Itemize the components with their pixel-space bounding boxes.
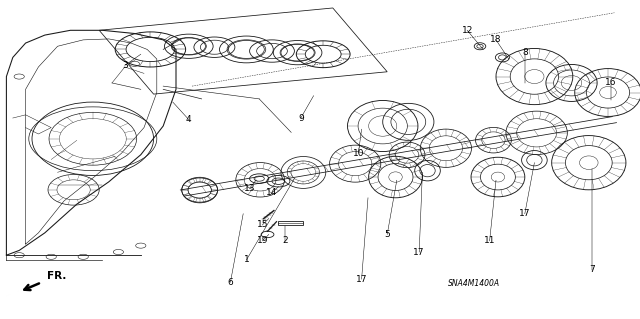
Text: 17: 17	[413, 248, 425, 256]
Text: 10: 10	[353, 149, 364, 158]
Text: 12: 12	[461, 26, 473, 35]
Text: 9: 9	[298, 114, 303, 122]
Text: FR.: FR.	[47, 271, 66, 281]
Text: 19: 19	[257, 236, 268, 245]
Text: 14: 14	[266, 189, 278, 197]
Text: 8: 8	[522, 48, 527, 57]
Text: SNA4M1400A: SNA4M1400A	[447, 279, 500, 288]
Bar	[278, 221, 303, 225]
Text: 3: 3	[122, 61, 127, 70]
Text: 4: 4	[186, 115, 191, 124]
Text: 17: 17	[356, 275, 367, 284]
Text: 17: 17	[519, 209, 531, 218]
Text: 7: 7	[589, 265, 595, 274]
Text: 18: 18	[490, 35, 502, 44]
Text: 5: 5	[385, 230, 390, 239]
Text: 13: 13	[244, 184, 255, 193]
Text: 15: 15	[257, 220, 268, 229]
Text: 6: 6	[228, 278, 233, 287]
Text: 11: 11	[484, 236, 495, 245]
Text: 16: 16	[605, 78, 617, 87]
Text: 2: 2	[282, 236, 287, 245]
Text: 1: 1	[244, 256, 249, 264]
